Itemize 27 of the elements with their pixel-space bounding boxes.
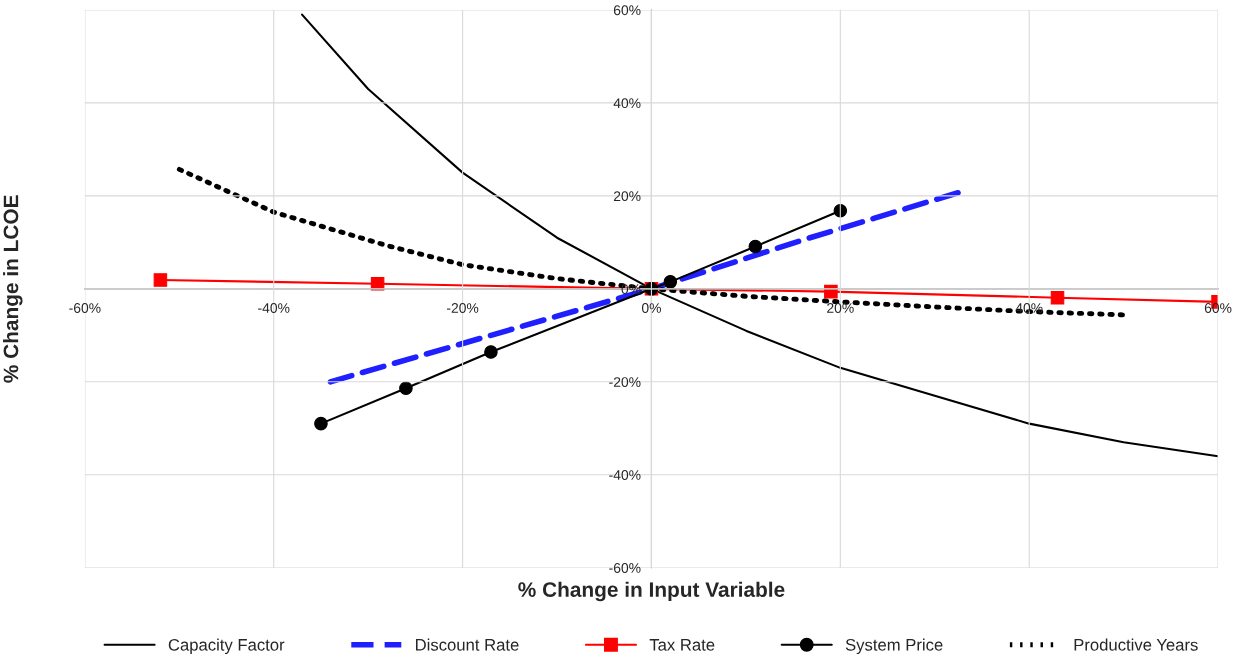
point [484,345,498,359]
y-tick-label: 60% [613,5,641,16]
x-tick-label: -20% [447,303,479,313]
legend-label: Capacity Factor [168,638,285,655]
x-tick-label: 20% [827,303,854,313]
y-tick-label: 20% [613,191,641,202]
y-tick-label: -60% [609,563,641,573]
point [153,273,168,287]
x-tick-label: 60% [1204,303,1232,313]
legend-label: Discount Rate [415,638,519,651]
point [1050,290,1065,305]
y-tick-label: -20% [609,377,641,387]
x-tick-label: -60% [69,303,101,313]
point [314,416,328,431]
point [748,239,763,254]
y-tick-label: -40% [609,470,641,480]
point [663,275,678,289]
legend-label: System Price [845,638,943,655]
x-tick-label: -40% [258,303,290,313]
y-tick-label: 40% [613,98,641,109]
point [399,381,413,396]
point [824,284,838,299]
legend-label: Productive Years [1074,638,1198,651]
y-axis-title: % Change in LCOE [3,195,23,383]
x-axis-title: % Change in Input Variable [518,581,785,602]
x-tick-label: 0% [641,303,661,313]
legend-label: Tax Rate [649,639,715,651]
